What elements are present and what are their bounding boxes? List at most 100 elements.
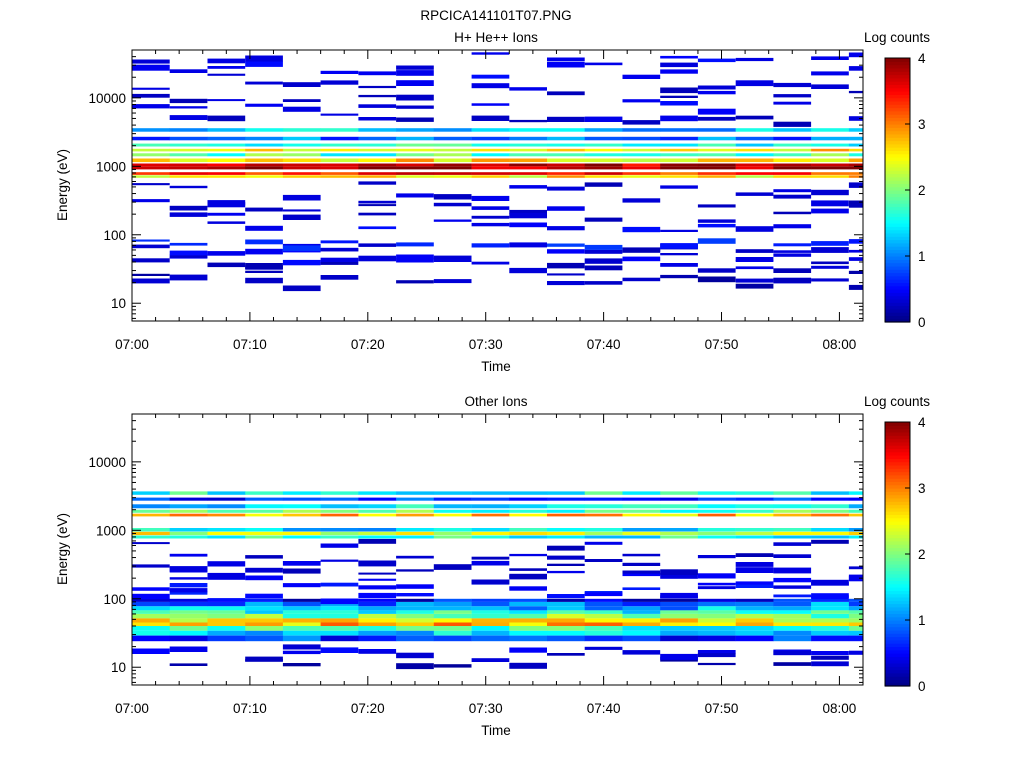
panel-1-heatmap-cell	[471, 195, 510, 201]
panel-2-heatmap-cell	[282, 513, 321, 517]
panel-1-heatmap-cell	[697, 158, 736, 163]
panel-2-heatmap-cell	[320, 610, 359, 614]
panel-2-heatmap-cell	[207, 561, 246, 567]
panel-1-heatmap-cell	[547, 148, 585, 152]
panel-2-heatmap-cell	[320, 606, 359, 611]
panel-2-heatmap-cell	[282, 618, 321, 623]
panel-2-heatmap-cell	[245, 630, 284, 636]
panel-1-heatmap-cell	[207, 251, 246, 256]
panel-2-heatmap-cell	[396, 601, 435, 607]
panel-1-heatmap-cell	[282, 148, 321, 152]
panel-2-heatmap-cell	[697, 630, 736, 636]
panel-2-heatmap-cell	[433, 535, 472, 539]
panel-1-heatmap-cell	[735, 80, 774, 87]
panel-2-heatmap-cell	[358, 601, 397, 607]
panel-2-colorbar-swatch	[885, 491, 910, 496]
panel-2-colorbar-tick-label: 0	[918, 679, 926, 694]
panel-2-heatmap-cell	[584, 509, 623, 513]
panel-2-heatmap-cell	[584, 601, 623, 607]
panel-1-y-tick-label: 10000	[88, 91, 126, 106]
panel-1-heatmap-cell	[245, 158, 284, 163]
panel-2-heatmap-cell	[773, 606, 812, 611]
panel-1-heatmap-cell	[509, 148, 548, 152]
panel-1-colorbar-swatch	[885, 312, 910, 316]
panel-2-heatmap-cell	[811, 622, 850, 626]
panel-1-colorbar-swatch	[885, 173, 910, 178]
panel-1-heatmap-cell	[282, 143, 321, 147]
panel-1-heatmap-cell	[169, 69, 208, 73]
panel-1-heatmap-cell	[547, 128, 585, 132]
panel-2-heatmap-cell	[697, 662, 736, 666]
panel-1-heatmap-cell	[584, 143, 623, 147]
panel-1-heatmap-cell	[697, 163, 736, 167]
panel-2-heatmap-cell	[773, 626, 812, 631]
panel-1-heatmap-cell	[509, 212, 547, 219]
panel-2-heatmap-cell	[811, 593, 849, 600]
panel-1-heatmap-cell	[433, 143, 472, 147]
panel-2-y-tick-label: 10000	[88, 455, 126, 470]
panel-2-colorbar-swatch	[885, 662, 910, 667]
panel-1-colorbar-swatch	[885, 302, 910, 307]
panel-2-heatmap-cell	[433, 622, 472, 626]
panel-2-heatmap-cell	[848, 626, 864, 631]
panel-2-colorbar-swatch	[885, 507, 910, 512]
panel-2-heatmap-cell	[509, 513, 548, 517]
panel-2-heatmap-cell	[358, 513, 397, 517]
panel-1-heatmap-cell	[245, 277, 283, 284]
panel-1-heatmap-cell	[169, 106, 208, 109]
panel-1-colorbar-swatch	[885, 157, 910, 161]
panel-1-colorbar-swatch	[885, 104, 910, 109]
panel-2-heatmap-cell	[207, 606, 246, 611]
panel-2-heatmap-cell	[358, 635, 397, 642]
panel-2-colorbar-swatch	[885, 524, 910, 529]
panel-1-heatmap-cell	[811, 241, 849, 246]
panel-1-heatmap-cell	[245, 128, 284, 132]
panel-2-heatmap-cell	[584, 592, 623, 597]
panel-2-heatmap-cell	[811, 635, 850, 642]
panel-2-heatmap-cell	[396, 513, 435, 517]
panel-2-heatmap-cell	[358, 572, 397, 575]
panel-1-heatmap-cell	[811, 172, 850, 175]
panel-1-heatmap-cell	[584, 265, 623, 271]
panel-2-heatmap-cell	[132, 535, 170, 539]
panel-1-heatmap-cell	[320, 172, 359, 175]
panel-1-heatmap-cell	[396, 242, 434, 247]
panel-1-heatmap-cell	[245, 225, 283, 231]
panel-1-heatmap-cell	[735, 166, 774, 170]
panel-2-colorbar-swatch	[885, 623, 910, 628]
panel-2-colorbar-swatch	[885, 633, 910, 638]
panel-2-heatmap-cell	[282, 535, 321, 539]
panel-2-heatmap-cell	[433, 601, 472, 607]
panel-2-heatmap-cell	[396, 630, 435, 636]
panel-2-colorbar-swatch	[885, 557, 910, 562]
panel-1-heatmap-cell	[773, 189, 812, 193]
panel-1-heatmap-cell	[396, 136, 435, 141]
panel-1-heatmap-cell	[811, 265, 849, 269]
panel-2-heatmap-cell	[358, 630, 397, 636]
panel-2-heatmap-cell	[735, 601, 774, 607]
panel-2-heatmap-cell	[358, 622, 397, 626]
panel-1-heatmap-cell	[132, 183, 170, 186]
panel-1-colorbar-swatch	[885, 190, 910, 194]
panel-2-heatmap-cell	[320, 531, 359, 536]
panel-2-heatmap-cell	[471, 535, 510, 539]
panel-1-colorbar-swatch	[885, 117, 910, 122]
panel-1-heatmap-cell	[282, 245, 321, 252]
panel-2-heatmap-cell	[584, 610, 623, 614]
panel-1-x-tick-label: 07:10	[233, 337, 267, 352]
panel-2-heatmap-cell	[132, 513, 170, 517]
panel-1-heatmap-cell	[660, 263, 698, 267]
panel-1-heatmap-cell	[320, 70, 359, 74]
panel-2-colorbar-swatch	[885, 590, 910, 595]
panel-2-colorbar-swatch	[885, 563, 910, 568]
panel-1-heatmap-cell	[169, 153, 208, 157]
panel-2-colorbar-swatch	[885, 629, 910, 634]
panel-1-heatmap-cell	[245, 239, 283, 245]
panel-2-x-tick-label: 07:40	[587, 701, 621, 716]
panel-2-heatmap-cell	[547, 545, 585, 551]
panel-2-heatmap-cell	[320, 635, 359, 642]
panel-2-heatmap-cell	[245, 601, 284, 607]
panel-2-colorbar-swatch	[885, 666, 910, 671]
panel-2-heatmap-cell	[207, 491, 246, 495]
panel-1-heatmap-cell	[660, 185, 698, 189]
